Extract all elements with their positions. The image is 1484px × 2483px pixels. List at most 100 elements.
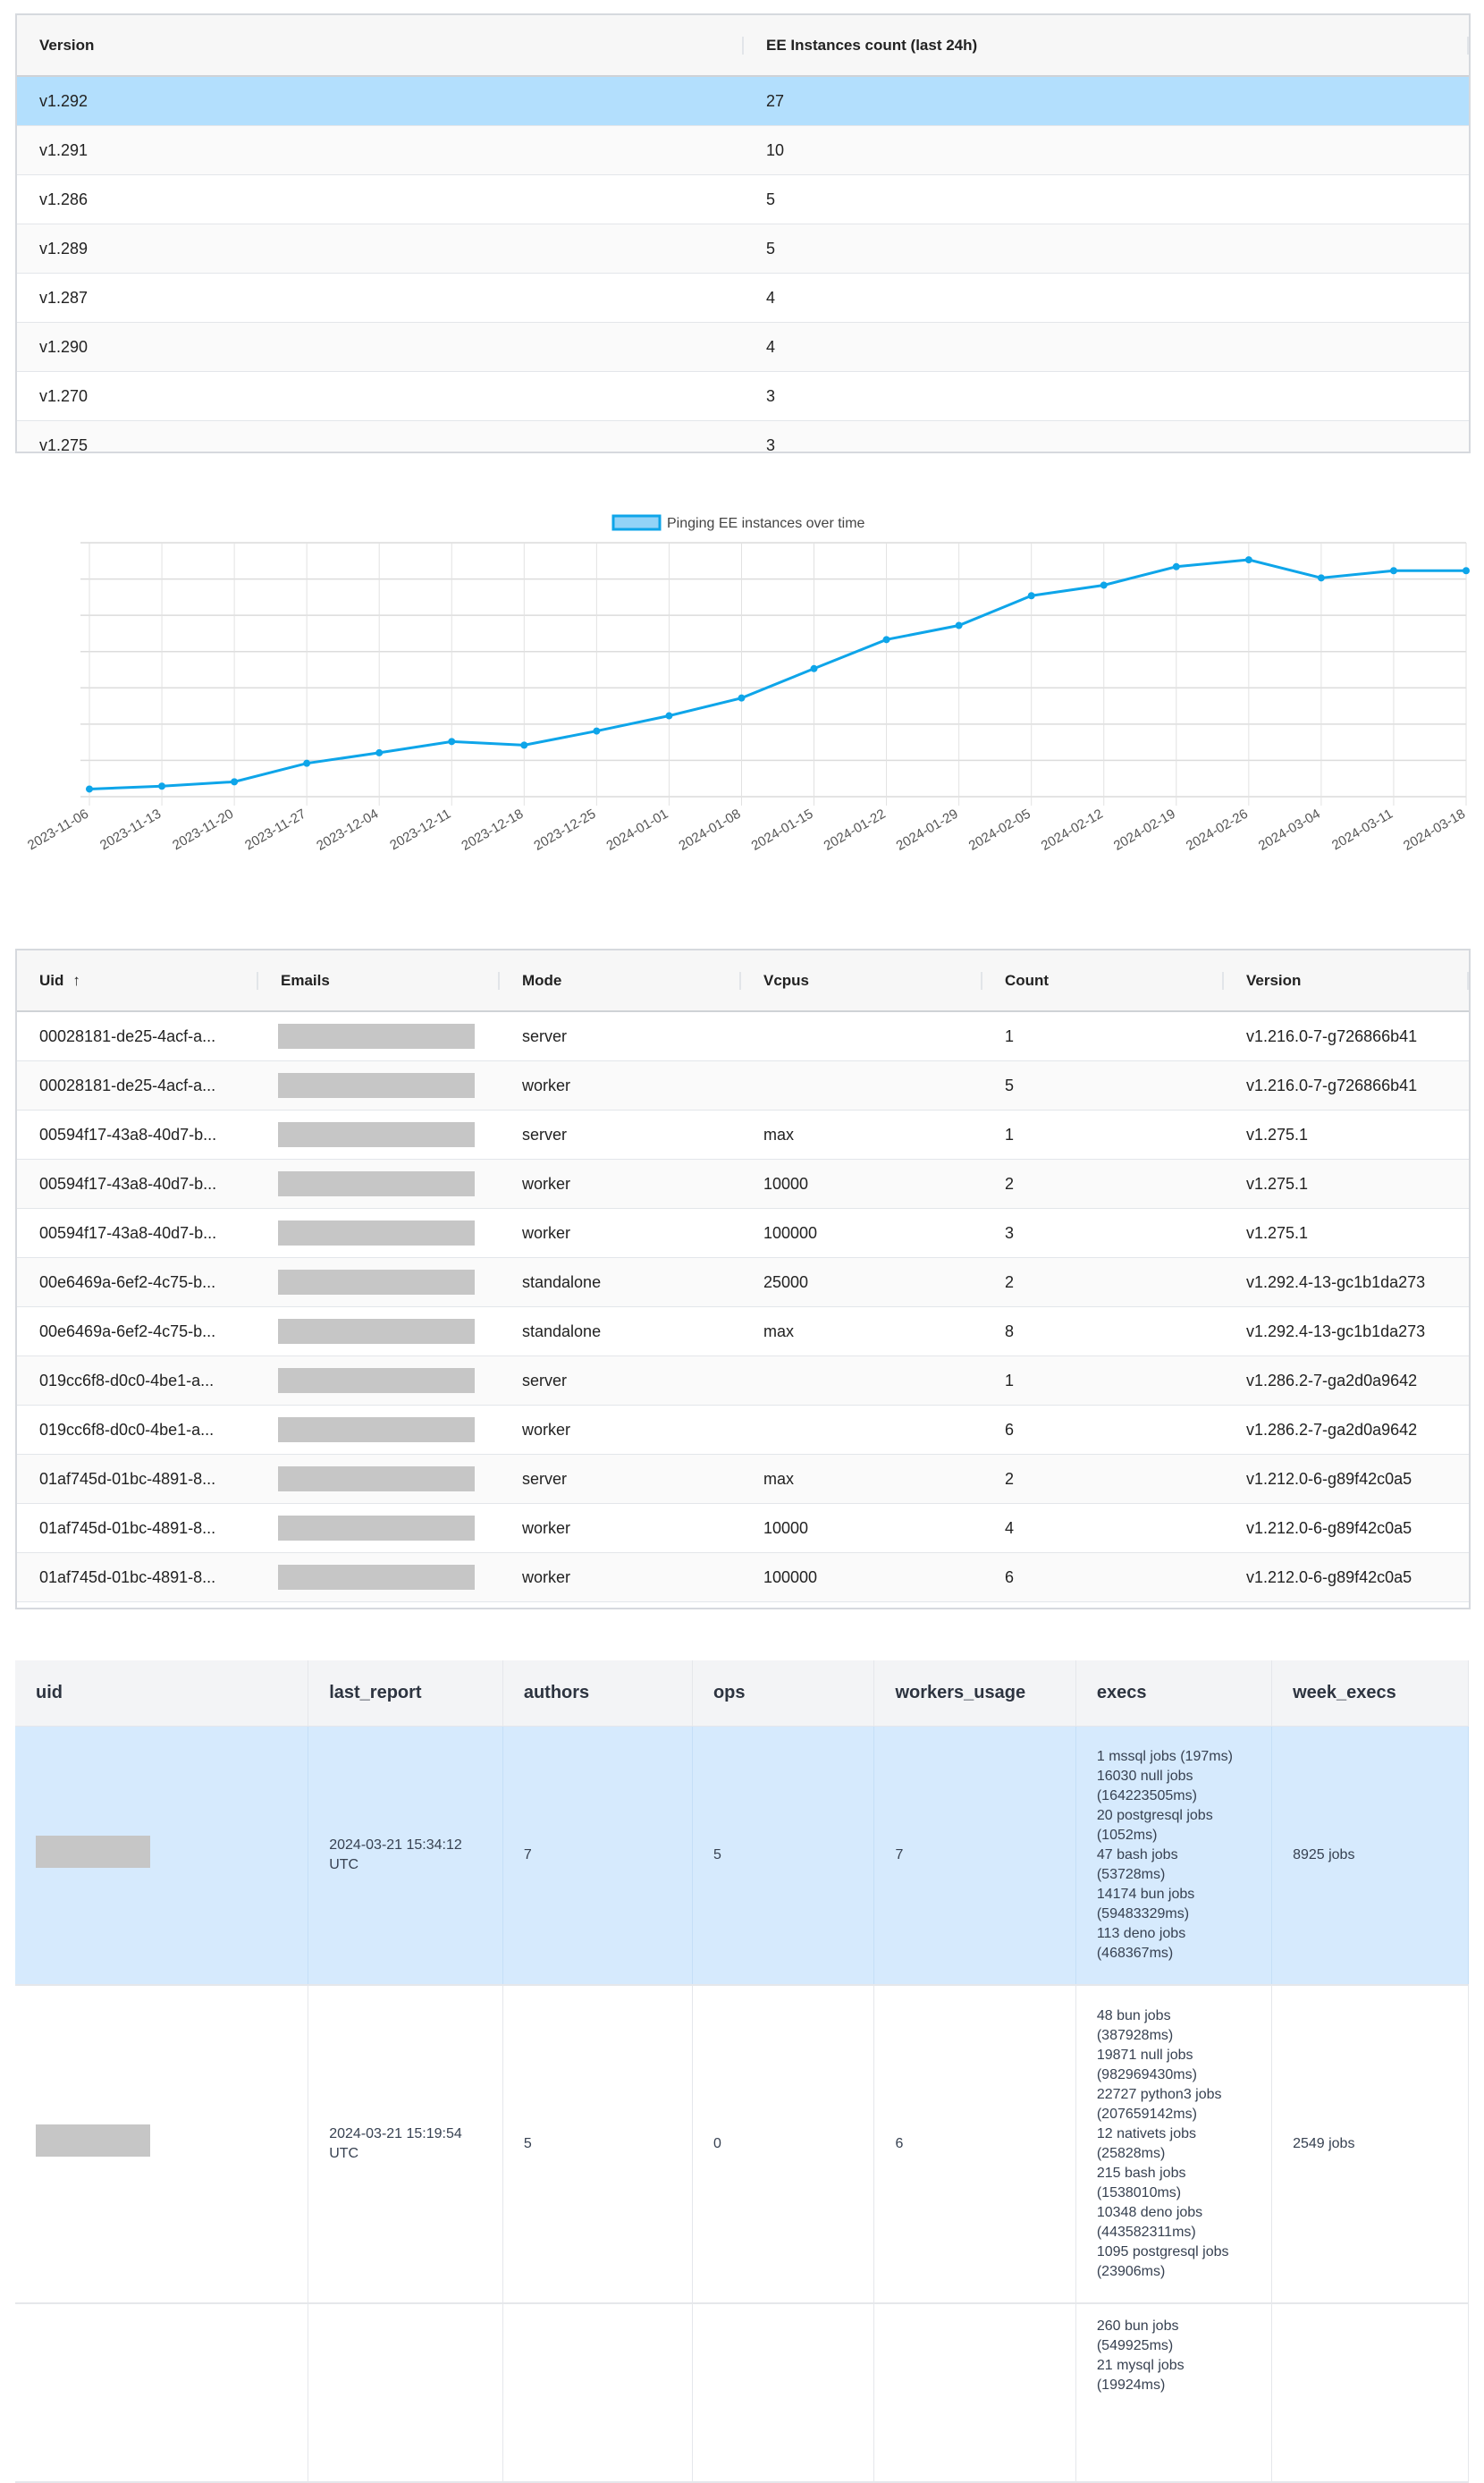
workers-usage-cell <box>873 2302 1076 2483</box>
data-point <box>1172 562 1180 570</box>
data-point <box>1463 567 1470 575</box>
table-row[interactable]: v1.291 10 <box>17 126 1469 175</box>
column-header-uid[interactable]: Uid ↑ <box>17 950 258 1010</box>
table-row[interactable]: 019cc6f8-d0c0-4be1-a... server 1 v1.286.2-7… <box>17 1356 1469 1406</box>
vcpus-cell: 100000 <box>763 1567 818 1586</box>
count-cell: 4 <box>1005 1518 1015 1537</box>
redacted-email <box>278 1171 475 1196</box>
x-tick-label: 2024-02-26 <box>1184 807 1251 854</box>
data-point <box>86 785 93 793</box>
redacted-uid <box>36 1836 150 1869</box>
instances-grid-header: Uid ↑ Emails Mode Vcpus Count Version <box>17 950 1469 1012</box>
x-tick-label: 2023-11-20 <box>170 807 236 854</box>
version-cell: v1.292.4-13-gc1b1da273 <box>1246 1272 1426 1291</box>
week-execs-cell: 8925 jobs <box>1271 1726 1469 1986</box>
column-header-count[interactable]: Count <box>982 950 1224 1010</box>
versions-grid: Version EE Instances count (last 24h) v1… <box>15 13 1471 453</box>
column-header-uid[interactable]: uid <box>15 1660 309 1727</box>
instances-count-cell: 5 <box>766 239 776 258</box>
table-row[interactable]: 00e6469a-6ef2-4c75-b... standalone 25000 2 v… <box>17 1258 1469 1307</box>
authors-cell <box>502 2302 693 2483</box>
table-row[interactable]: v1.292 27 <box>17 77 1469 126</box>
mode-cell: server <box>522 1026 568 1045</box>
column-header-week-execs[interactable]: week_execs <box>1271 1660 1469 1727</box>
instances-over-time-chart: 2023-11-06 2023-11-13 2023-11-20 2023-11-27… <box>25 514 1470 854</box>
mode-cell: server <box>522 1371 568 1389</box>
emails-cell <box>258 1024 500 1049</box>
table-row[interactable]: v1.286 5 <box>17 175 1469 224</box>
ops-cell <box>692 2302 875 2483</box>
column-header-instances-count[interactable]: EE Instances count (last 24h) <box>744 15 1469 75</box>
column-header-version[interactable]: Version <box>17 15 744 75</box>
redacted-email <box>278 1024 475 1049</box>
version-cell: v1.216.0-7-g726866b41 <box>1246 1026 1418 1045</box>
column-header-vcpus[interactable]: Vcpus <box>741 950 982 1010</box>
table-row[interactable]: 00594f17-43a8-40d7-b... worker 10000 2 v1.27… <box>17 1160 1469 1209</box>
x-tick-label: 2023-12-04 <box>314 807 381 854</box>
table-row[interactable]: v1.289 5 <box>17 224 1469 274</box>
table-row[interactable]: 00028181-de25-4acf-a... worker 5 v1.216.0-7… <box>17 1061 1469 1111</box>
table-row[interactable]: 2024-03-21 15:34:12 UTC 7 5 7 1 mssql jobs (… <box>15 1726 1469 1986</box>
table-row[interactable]: 260 bun jobs (549925ms) 21 mysql jobs (1… <box>15 2302 1469 2483</box>
data-point <box>1100 581 1108 589</box>
uid-cell: 00594f17-43a8-40d7-b... <box>39 1174 217 1193</box>
version-cell: v1.212.0-6-g89f42c0a5 <box>1246 1518 1412 1537</box>
table-row[interactable]: 00594f17-43a8-40d7-b... server max 1 v1.275.… <box>17 1111 1469 1160</box>
column-header-execs[interactable]: execs <box>1075 1660 1273 1727</box>
ops-cell: 0 <box>692 1984 875 2304</box>
emails-cell <box>258 1220 500 1246</box>
uid-cell: 01af745d-01bc-4891-8... <box>39 1567 216 1586</box>
table-row[interactable]: 00594f17-43a8-40d7-b... worker 100000 3 v1.2… <box>17 1209 1469 1258</box>
redacted-email <box>278 1073 475 1098</box>
table-row[interactable]: v1.275 3 <box>17 421 1469 452</box>
count-cell: 6 <box>1005 1567 1015 1586</box>
table-row[interactable]: v1.287 4 <box>17 274 1469 323</box>
version-cell: v1.292.4-13-gc1b1da273 <box>1246 1322 1426 1340</box>
redacted-email <box>278 1466 475 1491</box>
table-row[interactable]: 019cc6f8-d0c0-4be1-a... worker 6 v1.286.2-7… <box>17 1406 1469 1455</box>
table-row[interactable]: v1.290 4 <box>17 323 1469 372</box>
column-header-emails[interactable]: Emails <box>258 950 500 1010</box>
mode-cell: server <box>522 1125 568 1144</box>
emails-cell <box>258 1171 500 1196</box>
data-point <box>593 727 601 735</box>
table-row[interactable]: 00e6469a-6ef2-4c75-b... standalone max 8 v1.… <box>17 1307 1469 1356</box>
x-tick-label: 2024-02-05 <box>966 807 1033 854</box>
ops-cell: 5 <box>692 1726 875 1986</box>
table-row[interactable]: 01af745d-01bc-4891-8... server max 2 v1.212.… <box>17 1455 1469 1504</box>
table-row[interactable]: 01af745d-01bc-4891-8... worker 100000 6 v1.2… <box>17 1553 1469 1602</box>
count-cell: 5 <box>1005 1076 1015 1094</box>
x-tick-label: 2024-01-15 <box>749 807 816 854</box>
count-cell: 2 <box>1005 1469 1015 1488</box>
column-header-mode[interactable]: Mode <box>500 950 741 1010</box>
version-cell: v1.216.0-7-g726866b41 <box>1246 1076 1418 1094</box>
uid-cell: 01af745d-01bc-4891-8... <box>39 1518 216 1537</box>
column-header-ops[interactable]: ops <box>692 1660 875 1727</box>
instances-count-cell: 5 <box>766 190 776 208</box>
x-tick-label: 2024-01-29 <box>894 807 961 854</box>
table-row[interactable]: 2024-03-21 15:19:54 UTC 5 0 6 48 bun jobs (3… <box>15 1984 1469 2304</box>
column-header-last-report[interactable]: last_report <box>308 1660 503 1727</box>
execs-cell: 48 bun jobs (387928ms) 19871 null jobs (… <box>1075 1984 1273 2304</box>
column-header-workers-usage[interactable]: workers_usage <box>873 1660 1076 1727</box>
data-point <box>665 712 673 720</box>
x-tick-label: 2024-03-18 <box>1401 807 1468 854</box>
version-cell: v1.275.1 <box>1246 1174 1309 1193</box>
instances-count-cell: 3 <box>766 386 776 405</box>
reports-table-header: uid last_report authors ops workers_usage exe… <box>15 1660 1469 1727</box>
table-row[interactable]: v1.270 3 <box>17 372 1469 421</box>
vcpus-cell: 10000 <box>763 1174 809 1193</box>
mode-cell: worker <box>522 1223 571 1242</box>
vcpus-cell: max <box>763 1322 795 1340</box>
x-tick-label: 2023-12-11 <box>387 807 453 854</box>
column-header-version[interactable]: Version <box>1224 950 1469 1010</box>
table-row[interactable]: 01af745d-01bc-4891-8... worker 10000 4 v1.21… <box>17 1504 1469 1553</box>
table-row[interactable]: 00028181-de25-4acf-a... server 1 v1.216.0-7… <box>17 1012 1469 1061</box>
emails-cell <box>258 1122 500 1147</box>
data-point <box>158 782 166 790</box>
instances-count-cell: 10 <box>766 140 785 159</box>
version-cell: v1.286 <box>39 190 89 208</box>
column-header-authors[interactable]: authors <box>502 1660 693 1727</box>
instances-count-cell: 27 <box>766 91 785 110</box>
version-cell: v1.212.0-6-g89f42c0a5 <box>1246 1567 1412 1586</box>
